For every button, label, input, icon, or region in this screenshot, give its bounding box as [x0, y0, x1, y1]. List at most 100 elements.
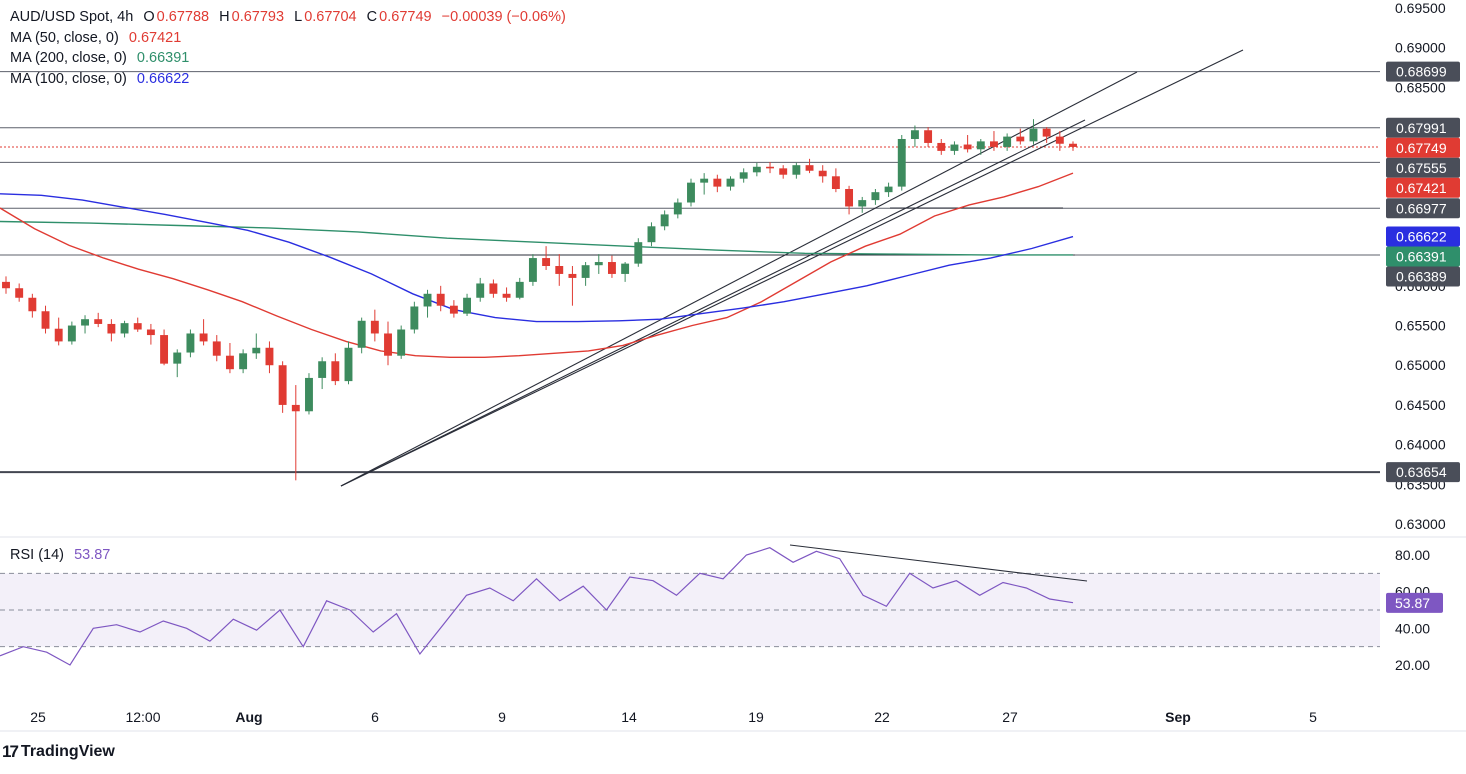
candle-body	[463, 297, 472, 314]
candle-body	[818, 170, 827, 177]
candle-body	[489, 283, 498, 294]
rsi-band	[0, 572, 1380, 648]
candle-body	[28, 297, 37, 312]
candle-body	[265, 347, 274, 366]
candle-body	[1055, 136, 1064, 144]
ma200-label: MA (200, close, 0)	[10, 50, 127, 66]
trendline	[340, 119, 1086, 487]
rsi-legend: RSI (14) 53.87	[10, 547, 112, 563]
candle-body	[607, 262, 616, 274]
tradingview-brand[interactable]: 17 TradingView	[2, 742, 115, 762]
candle-body	[660, 214, 669, 227]
price-label-box	[1386, 137, 1460, 158]
candle-body	[81, 319, 89, 326]
candles	[2, 119, 1077, 481]
candle-body	[1029, 128, 1038, 142]
open-value: 0.67788	[156, 9, 210, 25]
candle-body	[239, 353, 248, 370]
price-label-text: 0.67991	[1396, 120, 1447, 136]
candle-body	[94, 319, 103, 324]
rsi-tick-label: 20.00	[1395, 657, 1430, 673]
rsi-tick-label: 40.00	[1395, 620, 1430, 636]
rsi-line-path	[0, 547, 1074, 666]
tradingview-logo-icon: 17	[2, 742, 19, 761]
price-label-text: 0.68699	[1396, 64, 1447, 80]
price-label-box	[1386, 117, 1460, 138]
high-value: 0.67793	[231, 9, 285, 25]
ma100-line	[0, 193, 1074, 323]
time-tick-label: 6	[371, 709, 379, 725]
price-label-text: 0.67421	[1396, 180, 1447, 196]
candle-body	[423, 293, 432, 307]
candle-body	[449, 305, 458, 314]
candle-body	[805, 165, 814, 171]
price-tick-label: 0.63000	[1395, 516, 1446, 532]
candle-body	[41, 311, 50, 329]
candle-body	[67, 325, 76, 342]
candle-body	[252, 347, 261, 354]
candle-body	[858, 200, 867, 207]
price-label-text: 0.66622	[1396, 228, 1447, 244]
candle-body	[568, 273, 577, 278]
candle-body	[542, 258, 551, 266]
candle-body	[357, 320, 366, 348]
rsi-tick-label: 80.00	[1395, 547, 1430, 563]
candle-body	[990, 141, 998, 147]
candle-body	[173, 352, 182, 364]
candle-body	[1069, 143, 1077, 147]
candle-body	[146, 329, 155, 336]
candle-body	[884, 186, 893, 193]
candle-body	[1042, 128, 1051, 137]
horizontal-levels	[0, 71, 1380, 474]
candle-body	[331, 361, 340, 382]
candle-body	[634, 242, 643, 264]
candle-body	[528, 258, 537, 282]
price-label-box	[1386, 157, 1460, 178]
price-label-box	[1386, 177, 1460, 198]
price-label-text: 0.66977	[1396, 200, 1447, 216]
rsi-line	[0, 547, 1074, 666]
ma200-line	[0, 220, 1073, 256]
price-tick-label: 0.64000	[1395, 437, 1446, 453]
trendline	[789, 544, 1088, 582]
price-label-text: 0.67555	[1396, 160, 1447, 176]
candle-body	[713, 178, 722, 187]
candle-body	[502, 293, 511, 298]
candle-body	[673, 202, 682, 215]
time-tick-label: 27	[1002, 709, 1018, 725]
price-label-text: 0.66389	[1396, 268, 1447, 284]
candle-body	[199, 333, 208, 342]
ma50-legend: MA (50, close, 0) 0.67421	[10, 30, 183, 46]
time-tick-label: 5	[1309, 709, 1317, 725]
candle-body	[212, 341, 221, 356]
candle-body	[976, 141, 985, 150]
candle-body	[555, 266, 564, 274]
time-tick-label: 14	[621, 709, 637, 725]
ma200-legend: MA (200, close, 0) 0.66391	[10, 50, 191, 66]
candle-body	[384, 333, 392, 356]
time-tick-label: Sep	[1165, 709, 1191, 725]
candle-body	[278, 365, 287, 405]
symbol-legend: AUD/USD Spot, 4h O 0.67788 H 0.67793 L 0.67…	[10, 9, 568, 25]
ma200-value: 0.66391	[136, 50, 190, 66]
candle-body	[225, 355, 234, 370]
rsi-value-box	[1386, 592, 1443, 613]
candle-body	[871, 192, 880, 201]
candle-body	[937, 142, 946, 151]
candle-body	[621, 263, 630, 274]
rsi-value: 53.87	[74, 547, 111, 563]
candle-body	[924, 130, 933, 143]
candle-body	[515, 281, 524, 298]
candle-body	[318, 361, 327, 378]
ma100-legend: MA (100, close, 0) 0.66622	[10, 71, 191, 87]
candle-body	[831, 176, 840, 189]
price-label-box	[1386, 462, 1460, 483]
price-tick-label: 0.65500	[1395, 318, 1446, 334]
grid	[0, 536, 1466, 732]
candle-body	[107, 323, 116, 334]
symbol-title: AUD/USD Spot, 4h	[10, 9, 134, 25]
price-tick-label: 0.69000	[1395, 40, 1446, 56]
candle-body	[15, 288, 24, 298]
candle-body	[397, 329, 406, 356]
